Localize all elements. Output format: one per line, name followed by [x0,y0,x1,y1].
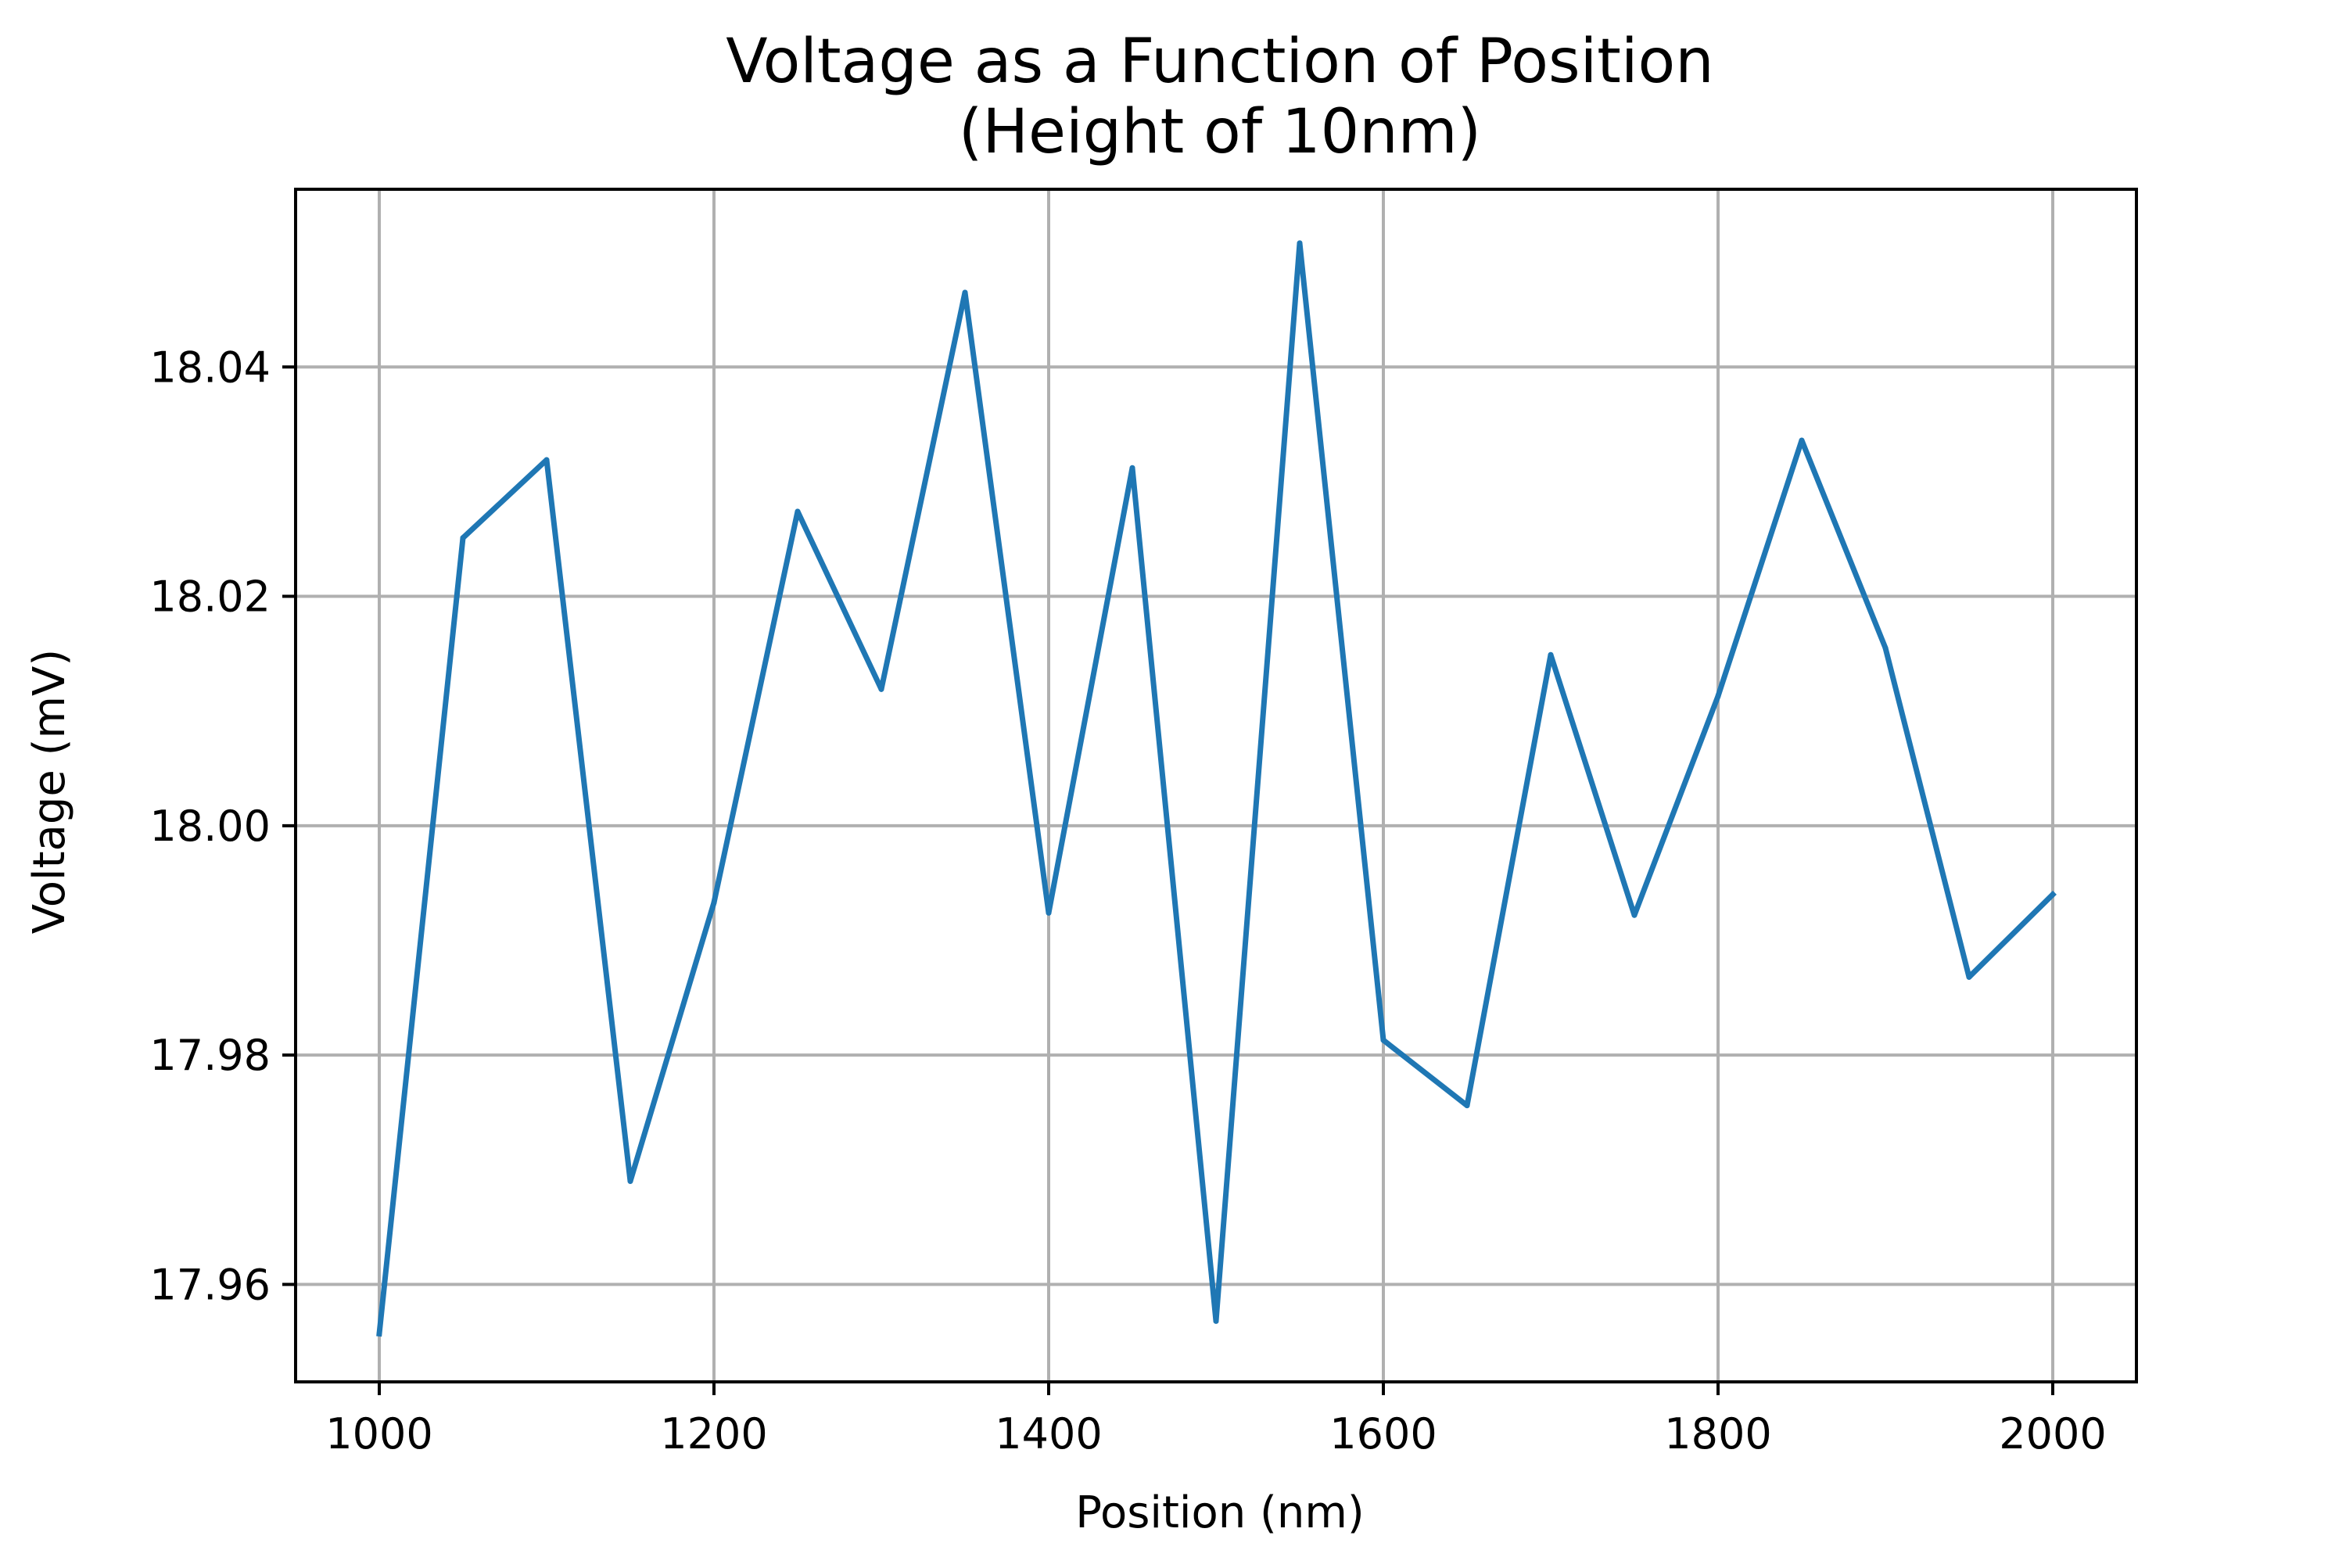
x-tick-label: 2000 [1999,1409,2106,1459]
data-point [460,535,466,541]
x-tick-label: 1200 [660,1409,767,1459]
data-point [1715,693,1721,699]
data-point [1046,910,1052,916]
axis-ticks: 1000 1200 1400 1600 1800 2000 17.96 17.98 18.00 1… [149,343,2106,1459]
data-point [1213,1318,1219,1324]
data-point [795,508,801,515]
data-point [711,899,717,906]
data-point [1882,645,1889,651]
chart-title-line-2: (Height of 10nm) [959,97,1481,167]
x-tick-label: 1400 [995,1409,1102,1459]
y-axis-label: Voltage (mV) [24,649,75,934]
series-layer [376,240,2057,1337]
grid-lines [296,189,2136,1382]
data-point [1966,974,1972,980]
x-tick-label: 1600 [1329,1409,1437,1459]
data-point [1380,1037,1386,1043]
y-tick-label: 17.96 [149,1260,271,1309]
data-point [543,457,550,463]
x-axis-label: Position (nm) [1075,1487,1365,1538]
data-point [1464,1103,1470,1109]
data-point [1129,465,1135,471]
y-tick-label: 18.04 [149,343,271,392]
y-tick-label: 18.00 [149,802,271,851]
y-tick-label: 17.98 [149,1031,271,1080]
x-tick-label: 1800 [1664,1409,1771,1459]
data-point [376,1330,382,1337]
data-point [627,1178,633,1184]
data-point [1631,912,1638,918]
chart-title-line-1: Voltage as a Function of Position [726,27,1713,97]
plot-area-frame [294,188,2138,1383]
data-point [1297,240,1303,246]
data-point [1799,437,1805,443]
data-point [878,686,884,692]
x-tick-label: 1000 [325,1409,432,1459]
data-point [962,289,968,296]
y-tick-label: 18.02 [149,572,271,622]
data-point [2050,892,2056,898]
data-point [1548,651,1554,658]
